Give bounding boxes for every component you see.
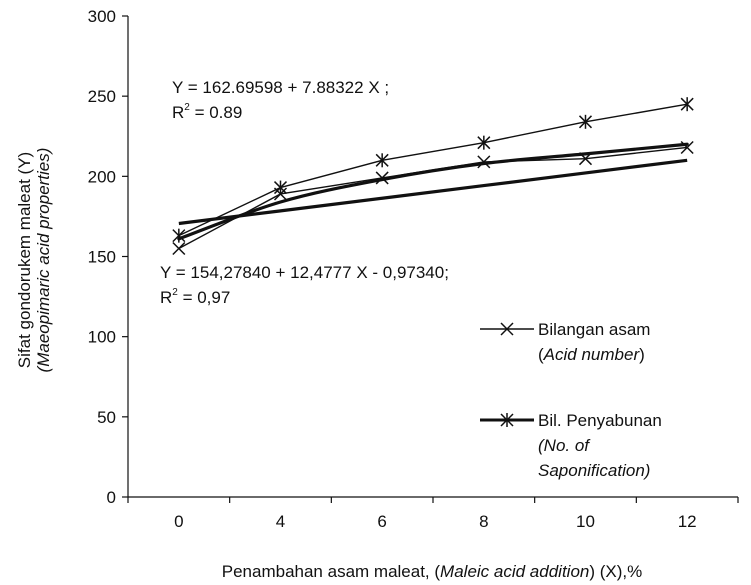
marker-stroke	[680, 140, 694, 155]
legend-label-saponification-line1: Bil. Penyabunan	[538, 411, 662, 430]
y-tick-label: 150	[88, 248, 116, 267]
x-tick-label: 12	[678, 512, 697, 531]
x-tick-label: 6	[377, 512, 386, 531]
data-point-star	[273, 180, 288, 195]
y-tick-label: 200	[88, 167, 116, 186]
data-point-x	[375, 171, 389, 185]
equation-2-line1: Y = 154,27840 + 12,4777 X - 0,97340;	[160, 263, 449, 282]
legend-entry-acid-number: Bilangan asam (Acid number)	[480, 320, 650, 364]
y-tick-label: 0	[107, 488, 116, 507]
marker-stroke	[477, 155, 491, 169]
marker-stroke	[172, 241, 186, 256]
data-point-star	[680, 97, 694, 112]
legend: Bilangan asam (Acid number) Bil. Penyabu…	[480, 320, 662, 480]
y-tick-label: 250	[88, 87, 116, 106]
x-tick-label: 8	[479, 512, 488, 531]
y-axis-title-line1: Sifat gondorukem maleat (Y)	[15, 152, 34, 368]
y-tick-label: 300	[88, 7, 116, 26]
legend-entry-saponification: Bil. Penyabunan (No. of Saponification)	[480, 411, 662, 480]
legend-label-saponification-line3: Saponification)	[538, 461, 650, 480]
legend-label-saponification-line2: (No. of	[538, 436, 591, 455]
data-point-star	[578, 114, 593, 129]
y-axis-title-group: Sifat gondorukem maleat (Y) (Maeopimaric…	[15, 148, 53, 373]
marker-stroke	[578, 152, 593, 166]
marker-stroke	[375, 171, 389, 185]
trendlines	[177, 142, 689, 241]
data-point-star	[375, 153, 389, 168]
legend-marker-star	[500, 413, 514, 427]
data-point-star	[477, 135, 491, 150]
data-point-star	[172, 228, 186, 243]
y-axis-title-line2: (Maeopimaric acid properties)	[34, 148, 53, 373]
x-tick-label: 0	[174, 512, 183, 531]
trendline-curve	[177, 142, 689, 241]
y-ticks: 0 50 100 150 200 250 300	[88, 7, 128, 507]
data-point-x	[680, 140, 694, 155]
x-tick-label: 4	[276, 512, 285, 531]
x-tick-label: 10	[576, 512, 595, 531]
trendline-linear	[178, 158, 688, 226]
series-line-0	[178, 146, 688, 250]
legend-label-acid-number-line2: (Acid number)	[538, 345, 645, 364]
y-tick-label: 100	[88, 328, 116, 347]
legend-label-acid-number-line1: Bilangan asam	[538, 320, 650, 339]
y-tick-label: 50	[97, 408, 116, 427]
series	[172, 97, 694, 256]
equation-2-line2: R2 = 0,97	[160, 287, 230, 307]
legend-marker-x	[500, 322, 514, 336]
equation-1-line1: Y = 162.69598 + 7.88322 X ;	[172, 78, 389, 97]
data-point-x	[172, 241, 186, 256]
series-line-1	[178, 103, 688, 237]
x-axis-title: Penambahan asam maleat, (Maleic acid add…	[222, 562, 643, 581]
equation-1-line2: R2 = 0.89	[172, 102, 242, 122]
x-ticks: 0 4 6 8 10 12	[127, 497, 739, 531]
data-point-x	[578, 152, 593, 166]
data-point-x	[477, 155, 491, 169]
